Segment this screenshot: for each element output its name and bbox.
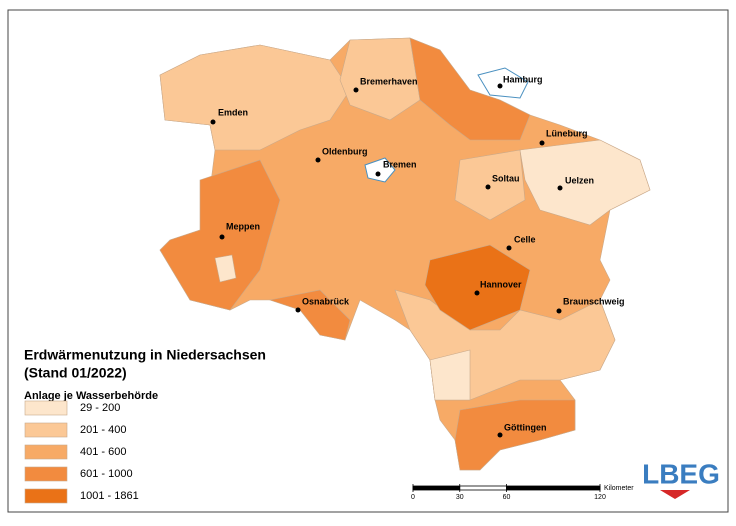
city-dot	[474, 290, 480, 296]
city-dot	[506, 245, 512, 251]
city-label: Oldenburg	[322, 146, 368, 156]
city-label: Celle	[514, 234, 536, 244]
city-label: Uelzen	[565, 175, 594, 185]
city-label: Bremen	[383, 159, 417, 169]
city-dot	[497, 83, 503, 89]
city-dot	[497, 432, 503, 438]
city-dot	[539, 140, 545, 146]
logo-mark	[660, 490, 690, 499]
city-dot	[556, 308, 562, 314]
city-dot	[315, 157, 321, 163]
city-label: Meppen	[226, 221, 260, 231]
scale-segment	[412, 485, 461, 491]
legend-label: 201 - 400	[80, 424, 126, 436]
scale-bar: 0 30 60 120 Kilometer	[411, 484, 634, 501]
legend: 29 - 200 201 - 400 401 - 600 601 - 1000 1001…	[24, 400, 139, 504]
scale-unit: Kilometer	[604, 485, 634, 492]
city-label: Bremerhaven	[360, 76, 418, 86]
city-label: Braunschweig	[563, 296, 625, 306]
city-label: Hamburg	[503, 74, 543, 84]
legend-label: 601 - 1000	[80, 468, 133, 480]
city-dot	[353, 87, 359, 93]
legend-swatch	[24, 444, 68, 460]
city-label: Lüneburg	[546, 128, 588, 138]
city-label: Osnabrück	[302, 296, 350, 306]
map-regions	[159, 37, 651, 471]
legend-label: 401 - 600	[80, 446, 126, 458]
city-dot	[375, 171, 381, 177]
legend-swatch	[24, 400, 68, 416]
city-dot	[295, 307, 301, 313]
scale-label: 60	[503, 494, 511, 501]
legend-label: 29 - 200	[80, 402, 120, 414]
city-dot	[210, 119, 216, 125]
city-label: Hannover	[480, 279, 522, 289]
city-dot	[485, 184, 491, 190]
legend-label: 1001 - 1861	[80, 490, 139, 502]
scale-segment	[506, 485, 601, 491]
legend-swatch	[24, 422, 68, 438]
cities: Bremerhaven Hamburg Emden Lüneburg Olden…	[210, 74, 625, 438]
map-title: Erdwärmenutzung in Niedersachsen	[24, 347, 266, 363]
city-label: Soltau	[492, 173, 520, 183]
legend-title: Anlage je Wasserbehörde	[24, 390, 158, 402]
scale-label: 120	[594, 494, 606, 501]
scale-segment	[459, 485, 507, 491]
legend-swatch	[24, 488, 68, 504]
scale-label: 30	[456, 494, 464, 501]
city-label: Göttingen	[504, 422, 547, 432]
legend-swatch	[24, 466, 68, 482]
city-label: Emden	[218, 107, 248, 117]
city-dot	[557, 185, 563, 191]
logo: LBEG	[642, 458, 720, 489]
map-subtitle: (Stand 01/2022)	[24, 365, 127, 381]
scale-label: 0	[411, 494, 415, 501]
city-dot	[219, 234, 225, 240]
